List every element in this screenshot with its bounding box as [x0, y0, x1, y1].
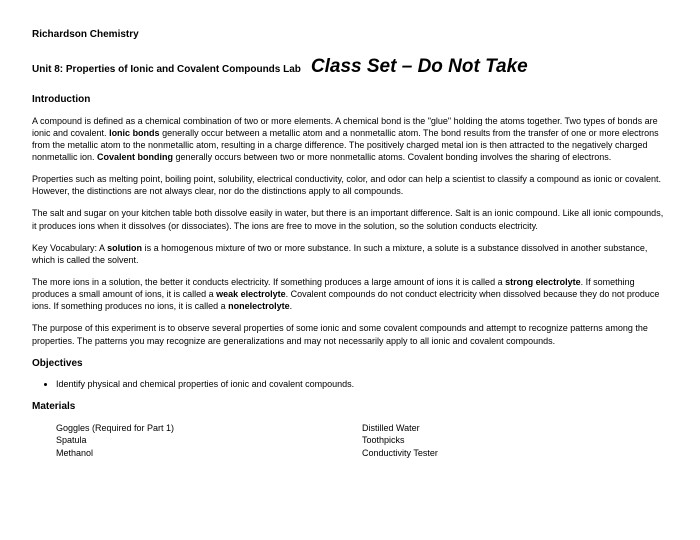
class-set-banner: Class Set – Do Not Take — [311, 54, 528, 80]
materials-heading: Materials — [32, 400, 668, 414]
p4-text-a: Key Vocabulary: A — [32, 243, 107, 253]
introduction-heading: Introduction — [32, 93, 668, 107]
intro-p6: The purpose of this experiment is to obs… — [32, 322, 668, 346]
materials-col-right: Distilled Water Toothpicks Conductivity … — [362, 422, 668, 460]
weak-electrolyte-term: weak electrolyte — [216, 289, 286, 299]
material-item: Spatula — [56, 434, 362, 447]
material-item: Goggles (Required for Part 1) — [56, 422, 362, 435]
materials-col-left: Goggles (Required for Part 1) Spatula Me… — [56, 422, 362, 460]
objectives-list: Identify physical and chemical propertie… — [56, 378, 668, 390]
objectives-heading: Objectives — [32, 357, 668, 371]
p1-text-e: generally occurs between two or more non… — [173, 152, 611, 162]
intro-p4: Key Vocabulary: A solution is a homogeno… — [32, 242, 668, 266]
material-item: Toothpicks — [362, 434, 668, 447]
material-item: Distilled Water — [362, 422, 668, 435]
materials-columns: Goggles (Required for Part 1) Spatula Me… — [56, 422, 668, 460]
covalent-bonding-term: Covalent bonding — [97, 152, 173, 162]
intro-p5: The more ions in a solution, the better … — [32, 276, 668, 312]
intro-p2: Properties such as melting point, boilin… — [32, 173, 668, 197]
strong-electrolyte-term: strong electrolyte — [505, 277, 581, 287]
p5-text-a: The more ions in a solution, the better … — [32, 277, 505, 287]
course-title: Richardson Chemistry — [32, 28, 668, 42]
intro-p1: A compound is defined as a chemical comb… — [32, 115, 668, 164]
objective-item: Identify physical and chemical propertie… — [56, 378, 668, 390]
ionic-bonds-term: Ionic bonds — [109, 128, 160, 138]
solution-term: solution — [107, 243, 142, 253]
p5-text-g: . — [290, 301, 293, 311]
nonelectrolyte-term: nonelectrolyte — [228, 301, 290, 311]
material-item: Conductivity Tester — [362, 447, 668, 460]
unit-row: Unit 8: Properties of Ionic and Covalent… — [32, 54, 668, 80]
unit-label: Unit 8: Properties of Ionic and Covalent… — [32, 63, 301, 77]
intro-p3: The salt and sugar on your kitchen table… — [32, 207, 668, 231]
material-item: Methanol — [56, 447, 362, 460]
